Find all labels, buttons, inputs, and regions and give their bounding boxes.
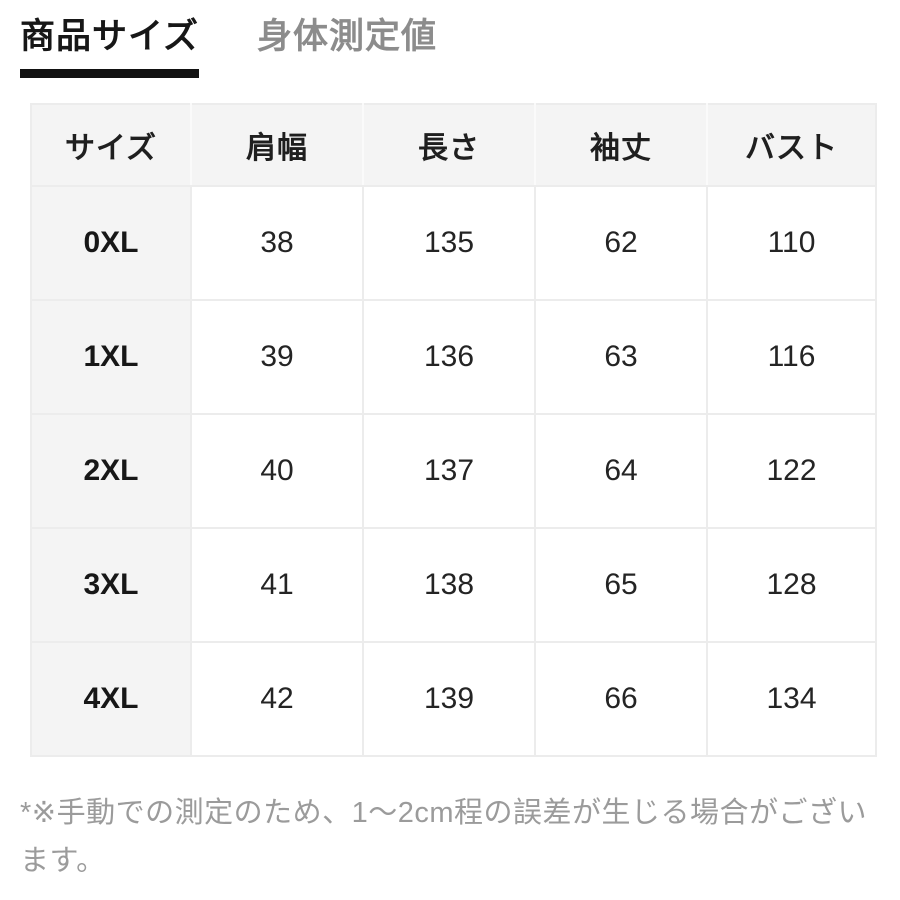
sleeve-value: 63 bbox=[534, 299, 708, 415]
shoulder-value: 42 bbox=[190, 641, 364, 757]
bust-value: 116 bbox=[706, 299, 877, 415]
table-row: 2XL 40 137 64 122 bbox=[30, 413, 877, 529]
shoulder-value: 38 bbox=[190, 185, 364, 301]
bust-value: 128 bbox=[706, 527, 877, 643]
shoulder-value: 41 bbox=[190, 527, 364, 643]
size-label: 1XL bbox=[30, 299, 192, 415]
tab-product-size[interactable]: 商品サイズ bbox=[20, 16, 199, 78]
table-row: 3XL 41 138 65 128 bbox=[30, 527, 877, 643]
column-header-bust: バスト bbox=[706, 103, 877, 187]
product-size-table: サイズ 肩幅 長さ 袖丈 バスト 0XL 38 135 62 110 1XL 3… bbox=[30, 103, 877, 757]
sleeve-value: 65 bbox=[534, 527, 708, 643]
table-header-row: サイズ 肩幅 長さ 袖丈 バスト bbox=[30, 103, 877, 187]
size-label: 0XL bbox=[30, 185, 192, 301]
size-chart-tabs: 商品サイズ 身体測定値 bbox=[0, 0, 900, 78]
size-label: 2XL bbox=[30, 413, 192, 529]
bust-value: 134 bbox=[706, 641, 877, 757]
column-header-size: サイズ bbox=[30, 103, 192, 187]
length-value: 138 bbox=[362, 527, 536, 643]
column-header-sleeve: 袖丈 bbox=[534, 103, 708, 187]
sleeve-value: 66 bbox=[534, 641, 708, 757]
size-label: 3XL bbox=[30, 527, 192, 643]
bust-value: 122 bbox=[706, 413, 877, 529]
length-value: 135 bbox=[362, 185, 536, 301]
measurement-disclaimer-note: *※手動での測定のため、1〜2cm程の誤差が生じる場合がございます。 bbox=[20, 797, 867, 877]
sleeve-value: 62 bbox=[534, 185, 708, 301]
table-row: 0XL 38 135 62 110 bbox=[30, 185, 877, 301]
shoulder-value: 40 bbox=[190, 413, 364, 529]
length-value: 136 bbox=[362, 299, 536, 415]
length-value: 139 bbox=[362, 641, 536, 757]
tab-body-measurements[interactable]: 身体測定値 bbox=[256, 17, 437, 56]
column-header-shoulder: 肩幅 bbox=[190, 103, 364, 187]
bust-value: 110 bbox=[706, 185, 877, 301]
length-value: 137 bbox=[362, 413, 536, 529]
table-row: 1XL 39 136 63 116 bbox=[30, 299, 877, 415]
column-header-length: 長さ bbox=[362, 103, 536, 187]
size-label: 4XL bbox=[30, 641, 192, 757]
table-row: 4XL 42 139 66 134 bbox=[30, 641, 877, 757]
shoulder-value: 39 bbox=[190, 299, 364, 415]
sleeve-value: 64 bbox=[534, 413, 708, 529]
